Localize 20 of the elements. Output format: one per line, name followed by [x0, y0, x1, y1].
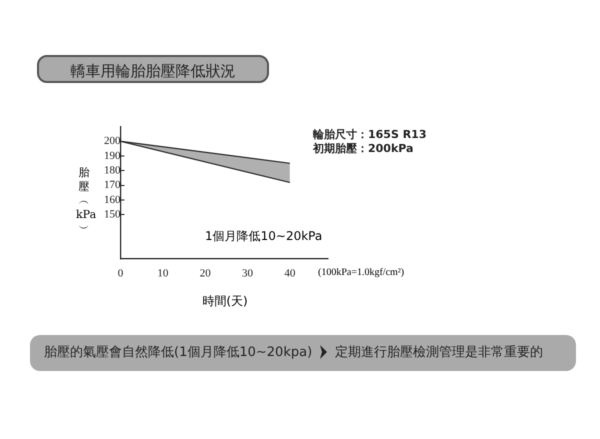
annotation: 1個月降低10~20kPa	[205, 228, 322, 245]
y-tick-label: 160	[104, 194, 121, 206]
text: 胎壓的氣壓會自然降低(1個月降低10~20kpa)	[44, 345, 312, 360]
text: 定期進行胎壓檢測管理是非常重要的	[335, 345, 544, 360]
annotation: 輪胎尺寸：165S R13	[313, 128, 426, 141]
y-tick-label: 170	[104, 179, 121, 192]
y-tick-label: 150	[104, 208, 121, 221]
x-tick-label: 0	[118, 267, 124, 280]
y-tick-label: 190	[104, 150, 121, 162]
chart-title: 轎車用輪胎胎壓降低狀況	[37, 55, 269, 83]
x-tick-label: 30	[242, 267, 254, 280]
x-tick-label: 20	[200, 267, 212, 280]
y-axis-title: 胎壓︵kPa︶	[76, 166, 96, 236]
x-tick-label: 40	[284, 267, 296, 280]
text: (100kPa=1.0kgf/cm²)	[318, 267, 404, 278]
y-tick-label: 180	[104, 164, 121, 177]
x-axis-title: 時間(天)	[201, 293, 249, 310]
y-tick-label: 200	[104, 135, 121, 148]
x-tick-label: 10	[157, 267, 169, 280]
annotation: 初期胎壓：200kPa	[313, 142, 414, 155]
